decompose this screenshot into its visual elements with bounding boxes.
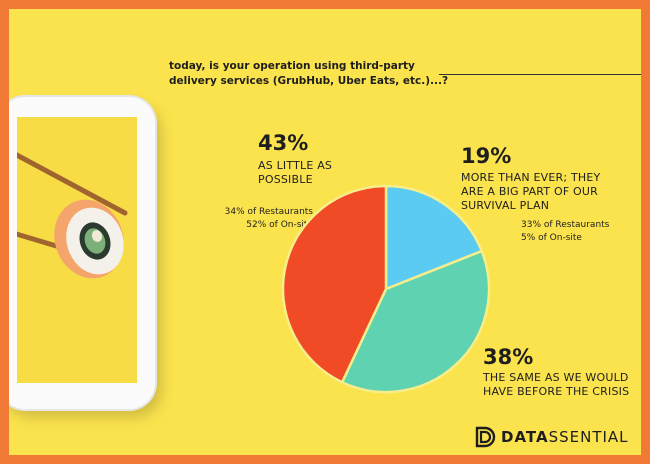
- sushi-chopsticks-icon: [17, 152, 128, 279]
- sub-more-than-ever: 33% of Restaurants 5% of On-site: [521, 219, 609, 245]
- question-line-2: delivery services (GrubHub, Uber Eats, e…: [169, 75, 449, 87]
- label-line: THE SAME AS WE WOULD: [483, 371, 629, 384]
- pie-chart: [281, 184, 491, 394]
- pct-same-as-before: 38%: [483, 345, 534, 369]
- datassential-logo: DATASSENTIAL: [475, 425, 629, 449]
- brand-name: DATASSENTIAL: [501, 428, 629, 446]
- sub-line: 5% of On-site: [521, 233, 582, 243]
- pie-slice-2: [281, 184, 388, 384]
- label-line: ARE A BIG PART OF OUR: [461, 185, 598, 198]
- pie-slice-1: [340, 249, 491, 394]
- label-more-than-ever: MORE THAN EVER; THEY ARE A BIG PART OF O…: [461, 171, 600, 213]
- sub-line: 52% of On-site: [246, 220, 313, 230]
- phone-screen: [17, 117, 137, 383]
- smartphone-icon: [9, 97, 155, 409]
- label-line: MORE THAN EVER; THEY: [461, 171, 601, 184]
- question-line-1: today, is your operation using third-par…: [169, 60, 415, 72]
- brand-bold: DATA: [501, 428, 549, 446]
- brand-rest: SSENTIAL: [548, 428, 629, 446]
- label-line: POSSIBLE: [258, 173, 313, 186]
- sub-line: 33% of Restaurants: [521, 220, 610, 230]
- pct-more-than-ever: 19%: [461, 144, 512, 168]
- sub-line: 34% of Restaurants: [224, 207, 313, 217]
- label-line: HAVE BEFORE THE CRISIS: [483, 385, 630, 398]
- pct-as-little-as-possible: 43%: [258, 131, 309, 155]
- infographic-panel: today, is your operation using third-par…: [9, 9, 641, 455]
- label-line: SURVIVAL PLAN: [461, 199, 550, 212]
- sub-as-little-as-possible: 34% of Restaurants 52% of On-site: [203, 206, 313, 232]
- datassential-logo-icon: [475, 426, 496, 448]
- label-same-as-before: THE SAME AS WE WOULD HAVE BEFORE THE CRI…: [483, 371, 629, 399]
- question-rule: [439, 74, 641, 75]
- pie-slice-0: [384, 184, 484, 291]
- label-as-little-as-possible: AS LITTLE AS POSSIBLE: [258, 159, 332, 187]
- label-line: AS LITTLE AS: [258, 159, 333, 172]
- question-text: today, is your operation using third-par…: [169, 59, 449, 89]
